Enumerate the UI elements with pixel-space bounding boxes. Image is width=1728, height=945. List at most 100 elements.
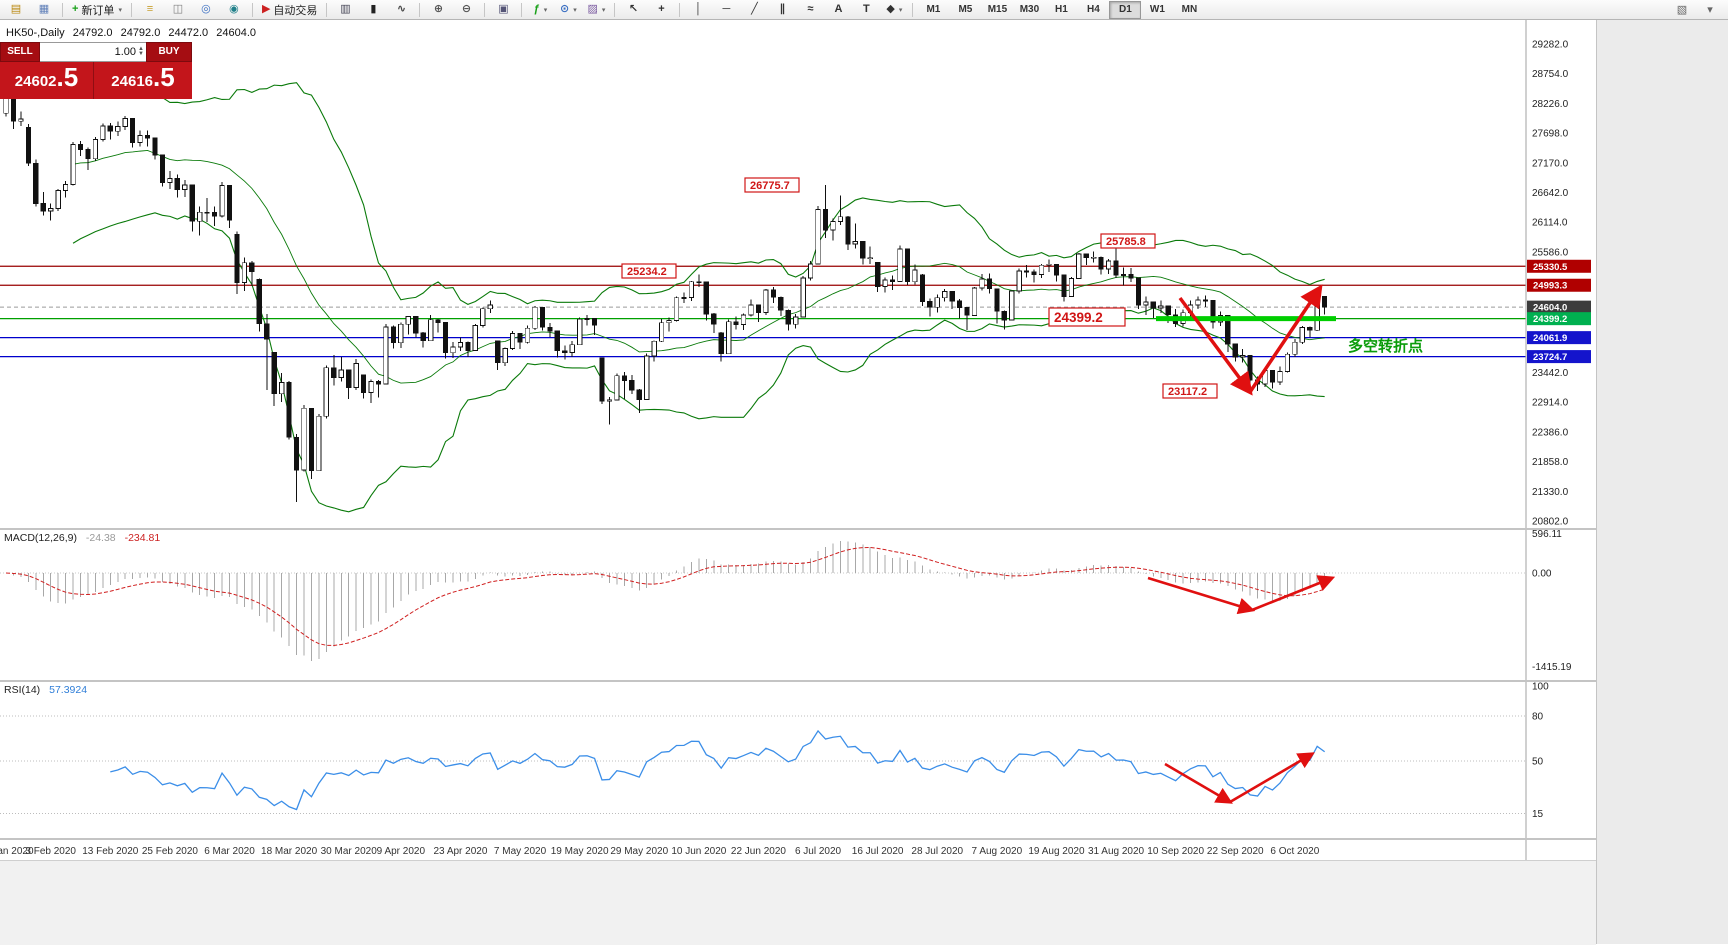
new-order-button[interactable]: + 新订单 ▾ [68, 0, 126, 19]
candle-body [249, 262, 255, 273]
candlestick-chart-icon[interactable]: ▮ [360, 0, 386, 19]
data-window-icon[interactable]: ◫ [165, 0, 191, 19]
candle-body [822, 209, 829, 231]
candle-body [18, 118, 24, 122]
crosshair-icon[interactable]: + [648, 0, 674, 19]
price-annotation-box[interactable] [621, 263, 677, 279]
shapes-icon[interactable]: ◆ ▾ [881, 0, 907, 19]
price-annotation-box[interactable] [744, 177, 800, 193]
line-chart-icon[interactable]: ∿ [388, 0, 414, 19]
price-annotation-box[interactable] [1162, 383, 1218, 399]
sell-price[interactable]: 24602.5 [0, 62, 94, 99]
zoom-out-icon[interactable]: ⊖ [453, 0, 479, 19]
rsi-trend-arrow[interactable] [1229, 752, 1315, 804]
candle-body [509, 333, 516, 349]
trend-arrow[interactable] [1178, 296, 1253, 396]
fibonacci-icon[interactable]: ≈ [797, 0, 823, 19]
window-cascade-icon[interactable]: ▦ [31, 0, 57, 19]
price-axis[interactable]: 29282.0 28754.0 28226.0 27698.0 27170.0 26642… [1525, 20, 1591, 860]
timeframe-button-h1[interactable]: H1 [1055, 4, 1068, 15]
horizontal-line-icon[interactable]: ─ [713, 0, 739, 19]
timeframe-button-m5[interactable]: M5 [958, 4, 973, 15]
candle-body [107, 125, 113, 132]
indicators-icon[interactable]: ƒ ▾ [527, 0, 553, 19]
candle-body [70, 144, 76, 185]
candle-body [703, 281, 709, 315]
candle-body [726, 321, 732, 355]
candle-body [413, 316, 419, 334]
price-axis-label: 22386.0 [1532, 427, 1569, 438]
volume-up-icon[interactable]: ▲ [138, 45, 144, 52]
chevron-down-icon: ▾ [898, 6, 903, 14]
macd-trend-arrow[interactable] [1251, 575, 1336, 612]
cursor-icon[interactable]: ↖ [620, 0, 646, 19]
zoom-in-icon[interactable]: ⊕ [425, 0, 451, 19]
autotrading-button[interactable]: ▶ 自动交易 [258, 0, 321, 19]
toolbar-separator [484, 2, 486, 17]
text-icon[interactable]: A [825, 0, 851, 19]
timeframe-button-h4[interactable]: H4 [1087, 4, 1100, 15]
chart-window[interactable]: 26775.7 25785.8 25234.2 24399.2 23117.2 多空转折点… [0, 20, 1596, 860]
panel-separator[interactable] [0, 838, 1596, 840]
price-annotation-box[interactable] [1048, 307, 1126, 327]
templates-icon: ▨ [587, 3, 598, 15]
price-tag [1527, 312, 1591, 326]
vertical-line-icon[interactable]: │ [685, 0, 711, 19]
macd-trend-arrow[interactable] [1147, 576, 1256, 615]
charts-list-icon[interactable]: ▤ [3, 0, 29, 19]
periods-icon[interactable]: ⊙ ▾ [555, 0, 581, 19]
panel-separator[interactable] [0, 528, 1596, 530]
candle-body [763, 289, 769, 313]
panel-separator[interactable] [0, 680, 1596, 682]
date-axis-label: 31 Aug 2020 [1088, 846, 1145, 857]
sell-button[interactable]: SELL [0, 42, 40, 62]
volume-stepper[interactable]: 1.00 ▲ ▼ [40, 42, 146, 62]
tile-windows-icon[interactable]: ▣ [490, 0, 516, 19]
timeframe-button-d1[interactable]: D1 [1109, 0, 1142, 19]
volume-down-icon[interactable]: ▼ [138, 51, 144, 57]
buy-price[interactable]: 24616.5 [94, 62, 192, 99]
window-menu-icon[interactable]: ▾ [1697, 1, 1723, 20]
navigator-icon[interactable]: ◎ [193, 0, 219, 19]
timeframe-button-m15[interactable]: M15 [987, 4, 1008, 15]
timeframe-button-m30[interactable]: M30 [1019, 4, 1040, 15]
chart-canvas[interactable]: 26775.7 25785.8 25234.2 24399.2 23117.2 多空转折点… [0, 20, 1596, 860]
timeframe-button-mn[interactable]: MN [1181, 4, 1198, 15]
candle-body [204, 211, 210, 214]
trendline-icon[interactable]: ╱ [741, 0, 767, 19]
label-icon[interactable]: T [853, 0, 879, 19]
buy-button[interactable]: BUY [146, 42, 192, 62]
channel-icon[interactable]: ∥ [769, 0, 795, 19]
timeframe-button-w1[interactable]: W1 [1149, 4, 1165, 15]
templates-icon[interactable]: ▨ ▾ [583, 0, 609, 19]
new-chart-icon[interactable]: ▧ [1669, 1, 1695, 20]
volume-spinner-arrows[interactable]: ▲ ▼ [138, 45, 144, 57]
strategy-tester-icon[interactable]: ◉ [221, 0, 247, 19]
candle-body [130, 117, 136, 143]
candle-body [919, 274, 925, 302]
price-annotation-box[interactable] [1100, 233, 1156, 249]
candle-body [10, 96, 17, 122]
tile-windows-icon: ▣ [498, 3, 509, 15]
candle-body [1292, 341, 1298, 355]
timeframe-button-m1[interactable]: M1 [926, 4, 941, 15]
volume-value[interactable]: 1.00 [114, 46, 137, 58]
candle-body [517, 333, 523, 343]
market-watch-icon[interactable]: ≡ [137, 0, 163, 19]
candle-body [122, 117, 128, 127]
date-axis-label: 16 Jul 2020 [852, 846, 904, 857]
candle-body [368, 381, 374, 393]
candle-body [77, 144, 84, 151]
zoom-out-icon: ⊖ [461, 3, 472, 15]
candle-body [614, 375, 620, 401]
candle-body [189, 184, 195, 222]
candle-body [1269, 370, 1276, 383]
candle-body [845, 216, 851, 245]
window-menu-icon: ▾ [1707, 4, 1713, 16]
macd-histogram [12, 540, 1326, 661]
rsi-trend-arrow[interactable] [1164, 762, 1233, 804]
trend-arrow[interactable] [1248, 284, 1323, 393]
price-axis-label: 27698.0 [1532, 129, 1569, 140]
bar-chart-icon[interactable]: ▥ [332, 0, 358, 19]
